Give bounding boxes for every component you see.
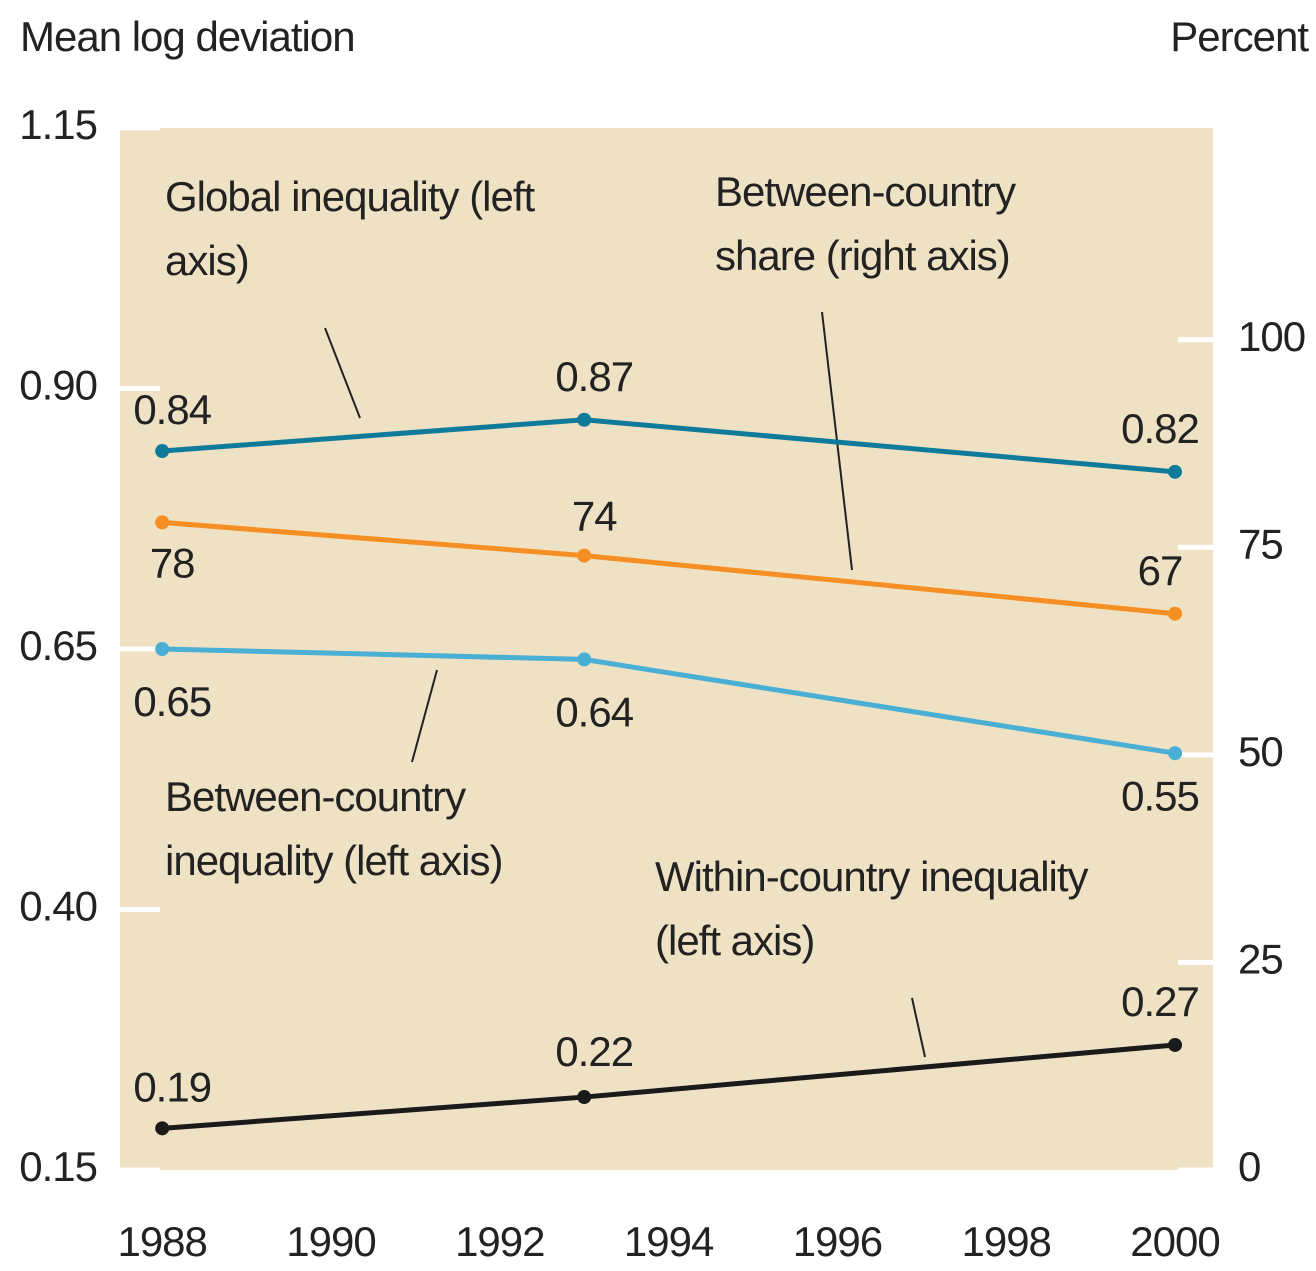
data-point (1168, 746, 1183, 761)
data-label: 0.64 (555, 689, 633, 736)
data-label: 74 (572, 493, 617, 540)
y-axis-title: Mean log deviation (20, 13, 355, 60)
data-label: 0.19 (133, 1063, 211, 1110)
series-name: Between-country inequality (left axis) (165, 773, 503, 884)
data-point (155, 444, 170, 459)
series-annotation: Between-country share (right axis) (715, 168, 1016, 279)
series-name: Between-country share (right axis) (715, 168, 1016, 279)
data-point (577, 412, 592, 427)
data-point (1168, 1037, 1183, 1052)
y-tick-label: 1.15 (19, 101, 97, 148)
y-tick-label: 0.90 (19, 362, 97, 409)
data-point (577, 652, 592, 667)
y2-tick-label: 100 (1238, 313, 1305, 360)
y2-tick-label: 25 (1238, 936, 1283, 983)
leader-line (411, 669, 438, 763)
series-annotation: Within-country inequality (left axis) (655, 853, 1089, 964)
x-tick-label: 1992 (455, 1218, 544, 1265)
data-point (1168, 464, 1183, 479)
y2-tick-label: 50 (1238, 728, 1283, 775)
x-tick-label: 1988 (117, 1218, 206, 1265)
x-tick-label: 2000 (1130, 1218, 1219, 1265)
data-point (155, 642, 170, 656)
series-annotation: Between-country inequality (left axis) (165, 773, 503, 884)
y-tick-label: 0.40 (19, 883, 97, 930)
x-tick-label: 1990 (286, 1218, 375, 1265)
data-label: 67 (1138, 547, 1183, 594)
x-tick-label: 1994 (624, 1218, 714, 1265)
data-label: 78 (150, 539, 195, 586)
x-tick-label: 1996 (793, 1218, 882, 1265)
data-label: 0.84 (133, 386, 211, 433)
data-label: 0.82 (1121, 405, 1199, 452)
series-annotation: Global inequality (left axis) (165, 173, 535, 284)
data-label: 0.27 (1121, 978, 1199, 1025)
leader-line (324, 327, 361, 419)
data-point (1168, 606, 1183, 621)
y2-tick-label: 0 (1238, 1143, 1260, 1190)
data-label: 0.65 (133, 678, 211, 725)
data-label: 0.22 (555, 1028, 633, 1075)
y-tick-label: 0.15 (19, 1143, 97, 1190)
data-label: 0.87 (555, 353, 633, 400)
series-name: Within-country inequality (left axis) (655, 853, 1089, 964)
data-point (577, 1090, 592, 1105)
x-tick-label: 1998 (961, 1218, 1050, 1265)
data-label: 0.55 (1121, 772, 1199, 819)
y2-axis-title: Percent (1170, 13, 1309, 60)
y2-tick-label: 75 (1238, 520, 1283, 567)
data-point (577, 548, 592, 563)
plot-area (120, 128, 1213, 1170)
y-tick-label: 0.65 (19, 622, 97, 669)
leader-line (911, 997, 926, 1058)
data-point (155, 515, 170, 530)
data-point (155, 1121, 170, 1136)
series-name: Global inequality (left axis) (165, 173, 535, 284)
